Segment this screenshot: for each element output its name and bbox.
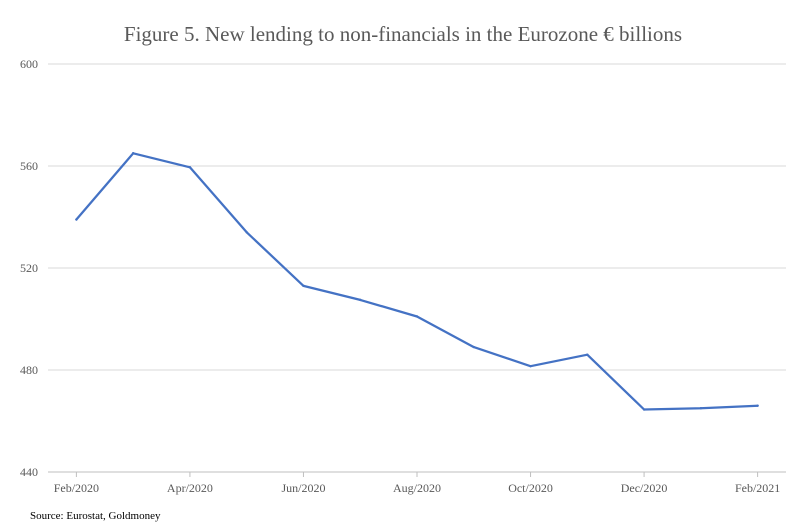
x-tick-label: Apr/2020: [167, 481, 213, 495]
data-point: [642, 408, 646, 411]
data-point: [586, 353, 589, 356]
x-tick-label: Dec/2020: [621, 481, 668, 495]
y-tick-label: 480: [20, 363, 38, 377]
x-tick-label: Feb/2021: [735, 481, 780, 495]
y-tick-label: 560: [20, 159, 38, 173]
data-point: [756, 404, 759, 407]
data-point: [472, 345, 475, 349]
y-tick-label: 520: [20, 261, 38, 275]
series-line-0: [75, 152, 759, 411]
series-layer: [75, 152, 759, 411]
data-point: [75, 218, 78, 221]
x-tick-layer: Feb/2020 Apr/2020 Jun/2020 Aug/2020 Oct/2020…: [54, 472, 780, 495]
chart-title: Figure 5. New lending to non-financials …: [124, 22, 682, 46]
y-tick-layer: 440 480 520 560 600: [20, 57, 38, 479]
x-tick-label: Feb/2020: [54, 481, 99, 495]
data-point: [245, 231, 248, 234]
data-point: [359, 298, 362, 302]
data-point: [302, 284, 305, 288]
data-point: [415, 315, 419, 318]
x-tick-label: Jun/2020: [281, 481, 325, 495]
source-note: Source: Eurostat, Goldmoney: [30, 510, 161, 522]
grid-layer: [48, 63, 786, 473]
x-tick-label: Aug/2020: [393, 481, 441, 495]
data-point: [699, 407, 703, 410]
y-tick-label: 600: [20, 57, 38, 71]
data-point: [188, 166, 192, 169]
data-point: [529, 364, 532, 368]
y-tick-label: 440: [20, 465, 38, 479]
data-point: [131, 152, 135, 155]
x-tick-label: Oct/2020: [508, 481, 553, 495]
